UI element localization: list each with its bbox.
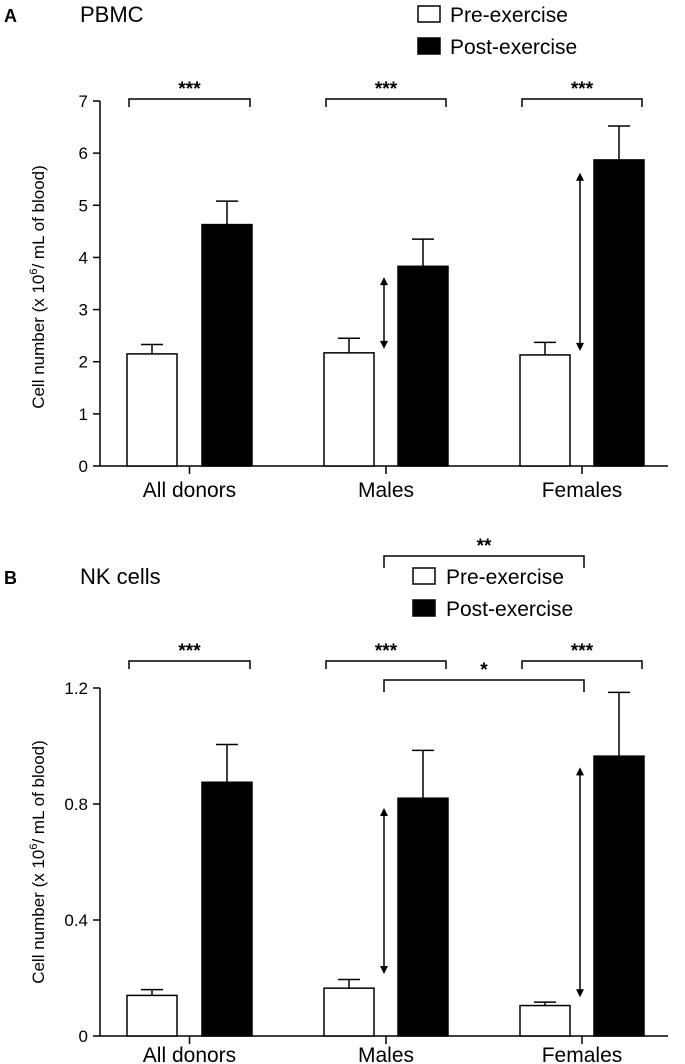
panel-b-title: NK cells: [80, 564, 161, 589]
significance-label: ***: [375, 641, 398, 662]
bar-pre-exercise: [126, 994, 178, 1037]
between-group-bracket: [383, 679, 585, 692]
panel-b: B NK cells Pre-exercise Post-exercise Ce…: [4, 564, 668, 1064]
significance-label: ***: [571, 79, 594, 100]
bar-pre-exercise: [323, 352, 375, 467]
bar-pre-exercise: [519, 1004, 571, 1037]
legend-post-label: Post-exercise: [446, 598, 573, 621]
panel-b-letter: B: [4, 568, 17, 588]
change-arrow-head: [576, 989, 584, 998]
y-label-unit: / mL of blood): [29, 740, 48, 843]
significance-label: ***: [178, 79, 201, 100]
y-label-main: Cell number (x 10: [29, 850, 48, 984]
x-category-label: All donors: [143, 479, 236, 502]
y-label-main: Cell number (x 10: [29, 275, 48, 409]
y-tick-label: 7: [79, 92, 88, 111]
legend-pre-label: Pre-exercise: [446, 566, 564, 589]
x-category-label: Females: [542, 479, 623, 502]
legend-pre-swatch: [412, 567, 436, 585]
significance-bracket: [325, 98, 447, 107]
x-category-label: Males: [358, 479, 414, 502]
panel-a-title: PBMC: [80, 2, 144, 27]
significance-bracket: [325, 660, 447, 669]
y-tick-label: 2: [79, 353, 88, 372]
legend-post-swatch: [417, 37, 441, 55]
panel-b-legend: Pre-exercise Post-exercise: [412, 566, 573, 621]
bar-post-exercise: [593, 159, 645, 467]
change-arrow-head: [380, 277, 388, 286]
bar-pre-exercise: [126, 353, 178, 467]
bar-post-exercise: [201, 223, 253, 467]
y-label-superscript: 6: [28, 269, 40, 275]
y-label-unit: / mL of blood): [29, 165, 48, 268]
bar-post-exercise: [397, 797, 449, 1037]
bar-post-exercise: [593, 755, 645, 1037]
legend-post-label: Post-exercise: [450, 36, 577, 59]
panel-a: A PBMC Pre-exercise Post-exercise Cell n…: [4, 2, 668, 568]
y-tick-label: 5: [79, 196, 88, 215]
bar-pre-exercise: [323, 987, 375, 1037]
between-group-significance-label: **: [477, 536, 492, 557]
panel-a-y-axis-label: Cell number (x 106/ mL of blood): [28, 165, 48, 409]
significance-label: ***: [375, 79, 398, 100]
y-tick-label: 1.2: [64, 679, 88, 698]
y-label-superscript: 6: [28, 844, 40, 850]
change-arrow-head: [380, 808, 388, 816]
change-arrow-head: [576, 172, 584, 181]
x-category-label: All donors: [143, 1044, 236, 1064]
significance-bracket: [521, 98, 643, 107]
significance-label: ***: [571, 641, 594, 662]
significance-bracket: [128, 660, 251, 669]
y-tick-label: 0: [79, 1027, 88, 1046]
y-tick-label: 0.4: [64, 911, 88, 930]
change-arrow-head: [380, 340, 388, 349]
x-category-label: Males: [358, 1044, 414, 1064]
significance-label: ***: [178, 641, 201, 662]
panel-a-legend: Pre-exercise Post-exercise: [417, 4, 577, 59]
y-tick-label: 6: [79, 144, 88, 163]
legend-pre-swatch: [417, 5, 441, 23]
panel-b-y-axis-label: Cell number (x 106/ mL of blood): [28, 740, 48, 984]
between-group-significance-label: *: [480, 660, 488, 681]
significance-bracket: [521, 660, 643, 669]
y-tick-label: 0.8: [64, 795, 88, 814]
change-arrow-head: [576, 342, 584, 351]
x-category-label: Females: [542, 1044, 623, 1064]
legend-pre-label: Pre-exercise: [450, 4, 568, 27]
bar-post-exercise: [397, 265, 449, 467]
change-arrow-head: [576, 767, 584, 776]
panel-a-letter: A: [4, 6, 17, 26]
bar-pre-exercise: [519, 354, 571, 467]
legend-post-swatch: [412, 599, 436, 617]
between-group-bracket: [383, 555, 585, 568]
change-arrow-head: [380, 966, 388, 974]
y-tick-label: 3: [79, 301, 88, 320]
y-tick-label: 1: [79, 405, 88, 424]
y-tick-label: 0: [79, 457, 88, 476]
significance-bracket: [128, 98, 251, 107]
bar-post-exercise: [201, 781, 253, 1037]
y-tick-label: 4: [79, 248, 88, 267]
